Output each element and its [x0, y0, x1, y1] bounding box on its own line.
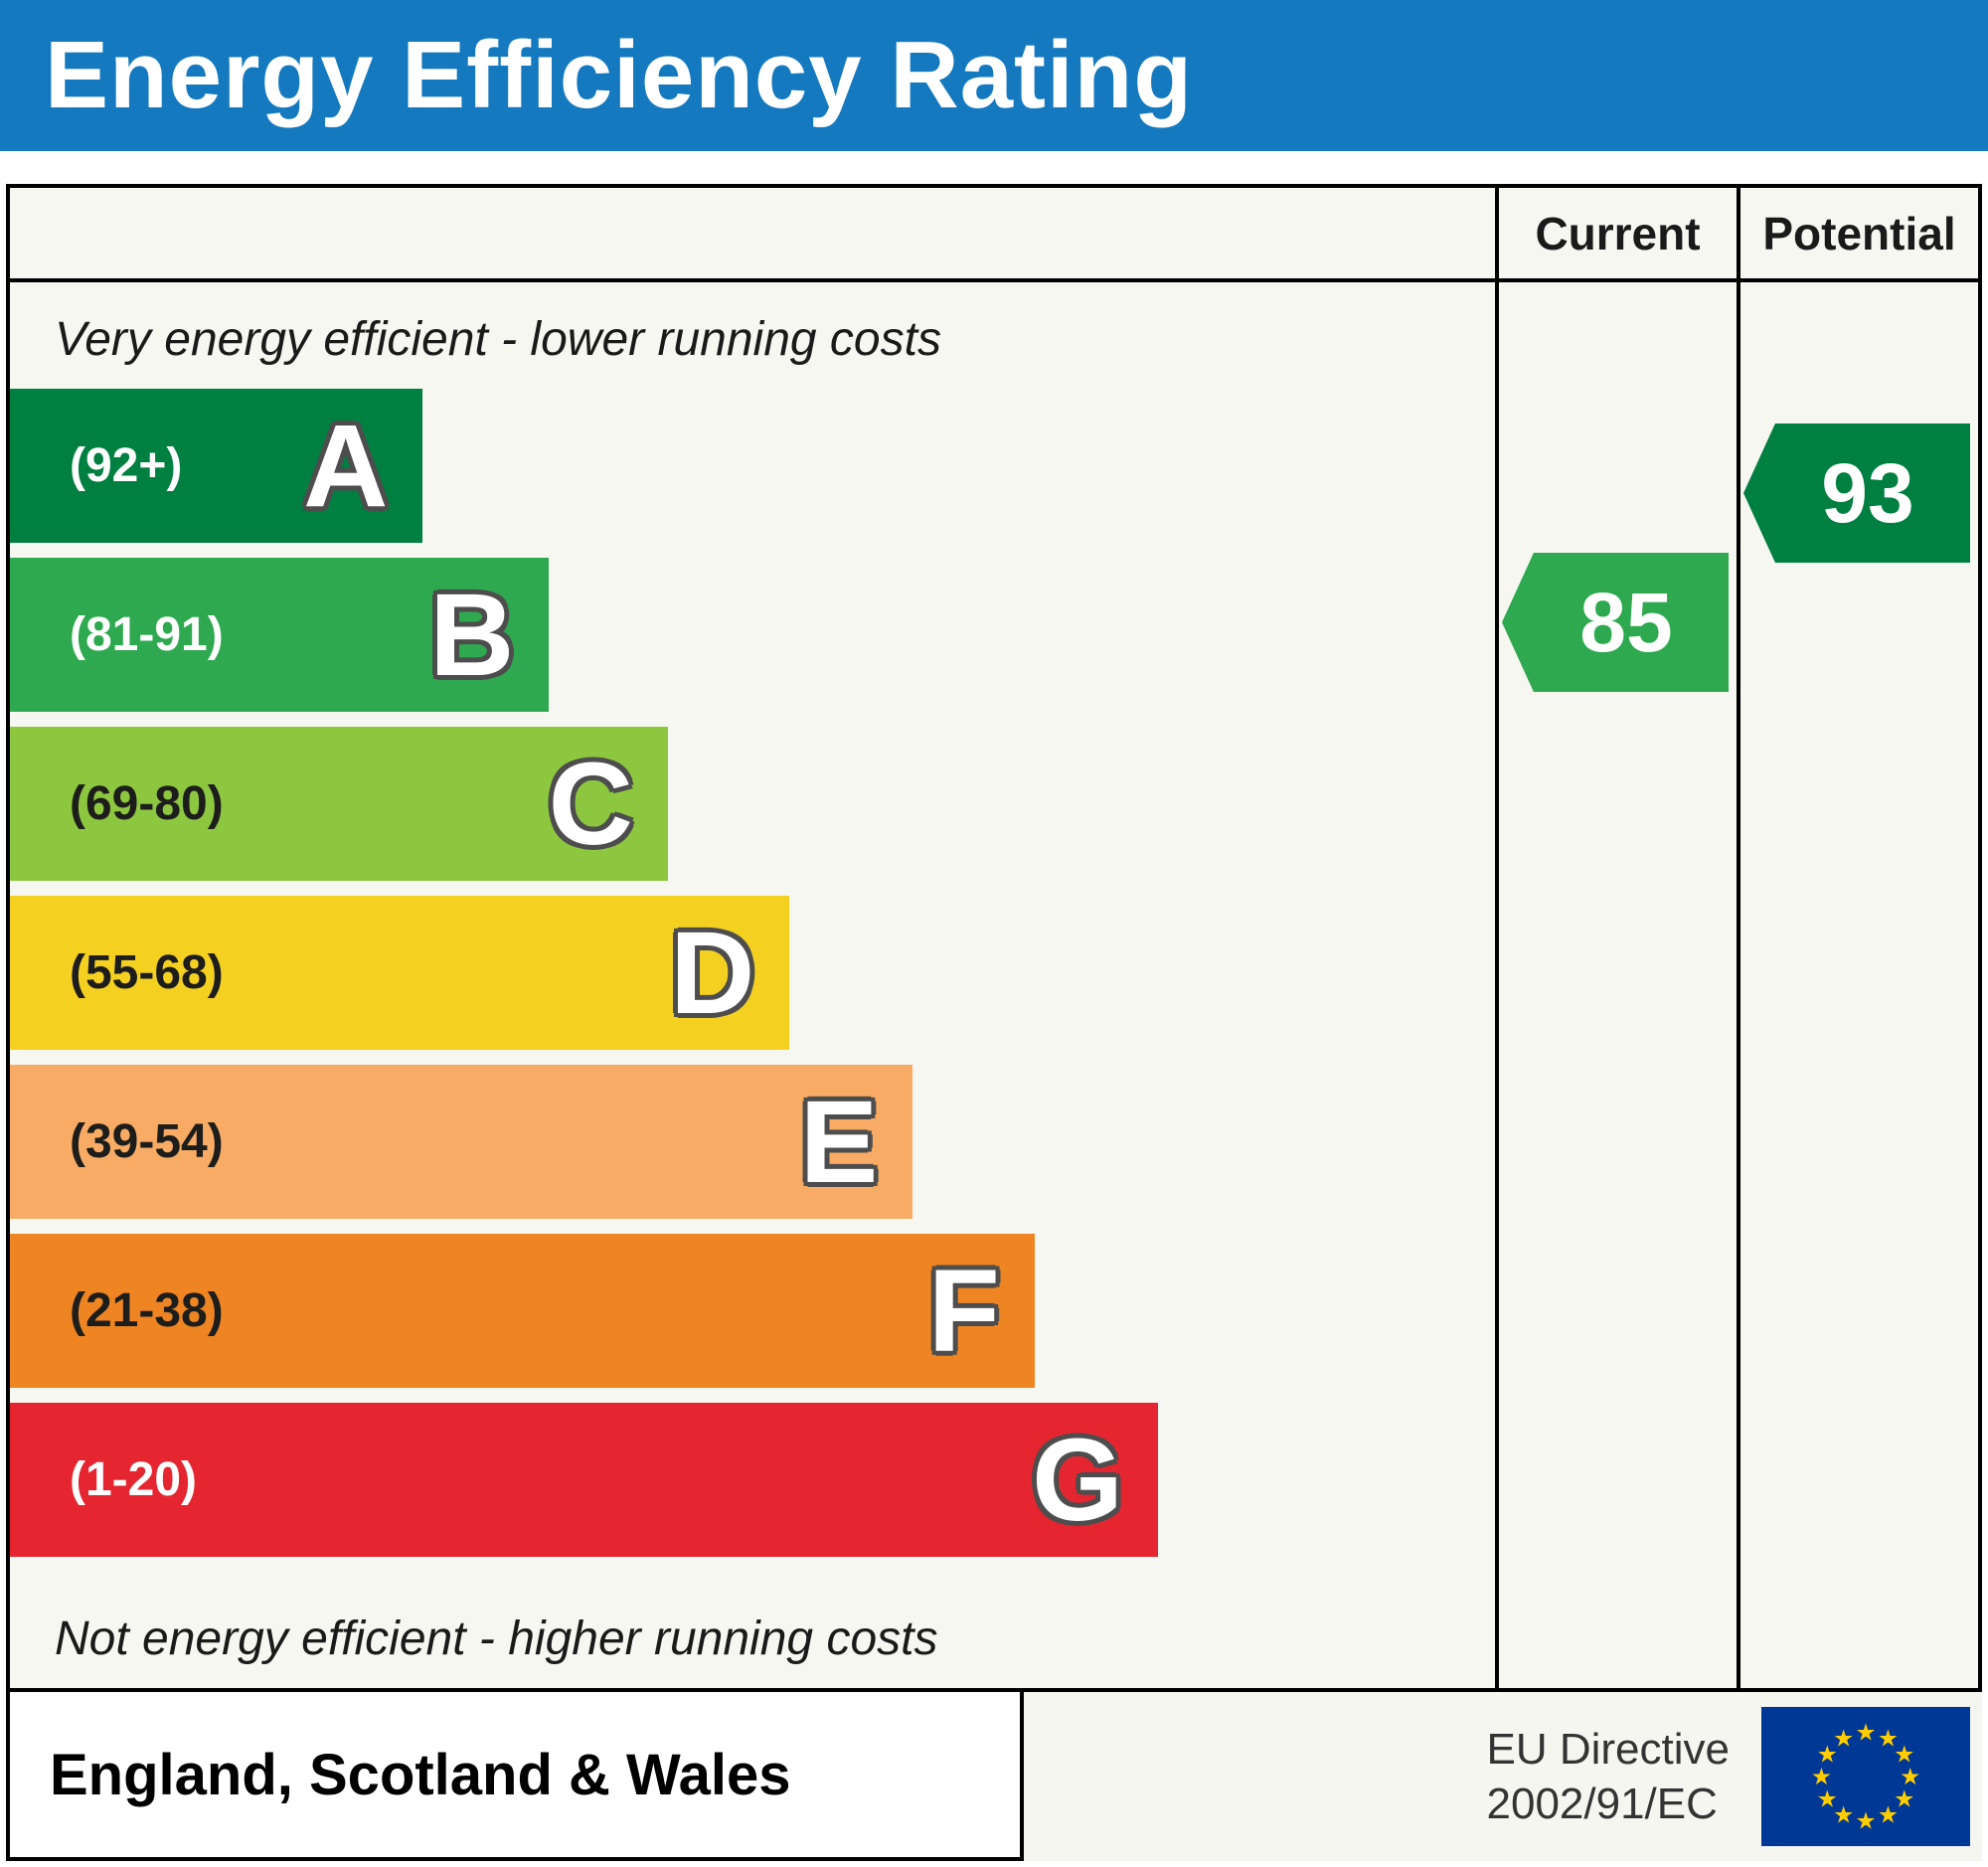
- band-c-letter: C: [548, 738, 633, 870]
- band-b-range-label: (81-91): [70, 608, 224, 661]
- band-g-letter: G: [1032, 1414, 1123, 1546]
- band-d-range-label: (55-68): [70, 946, 224, 999]
- rating-table: Current Potential Very energy efficient …: [6, 184, 1982, 1692]
- current-rating-arrow: 85: [1502, 553, 1729, 692]
- footer: England, Scotland & Wales EU Directive 2…: [6, 1692, 1982, 1861]
- top-note: Very energy efficient - lower running co…: [55, 313, 941, 366]
- band-c-range-label: (69-80): [70, 777, 224, 830]
- svg-text:★: ★: [1856, 1719, 1877, 1745]
- column-header-current: Current: [1495, 188, 1737, 278]
- potential-rating-arrow: 93: [1743, 424, 1970, 563]
- band-e: (39-54) E: [10, 1065, 913, 1219]
- band-a-range-label: (92+): [70, 439, 183, 492]
- eu-directive-line2: 2002/91/EC: [1486, 1780, 1718, 1828]
- svg-text:★: ★: [1833, 1725, 1854, 1751]
- rating-bands: (92+) A (81-91) B (69-80) C (55-68) D: [10, 389, 1495, 1572]
- svg-text:★: ★: [1894, 1742, 1914, 1768]
- svg-text:★: ★: [1900, 1764, 1920, 1789]
- svg-text:★: ★: [1833, 1802, 1854, 1828]
- bottom-note: Not energy efficient - higher running co…: [55, 1612, 938, 1665]
- band-e-range-label: (39-54): [70, 1115, 224, 1168]
- band-a-letter: A: [303, 400, 389, 532]
- region-label: England, Scotland & Wales: [50, 1742, 791, 1807]
- eu-flag-icon: ★ ★★★★★★★★★★★: [1761, 1707, 1970, 1846]
- band-b-letter: B: [429, 569, 515, 701]
- eu-directive-line1: EU Directive: [1486, 1725, 1731, 1774]
- band-e-letter: E: [799, 1076, 879, 1208]
- svg-text:★: ★: [1878, 1725, 1899, 1751]
- potential-column: 93: [1737, 282, 1978, 1688]
- svg-text:★: ★: [1878, 1802, 1899, 1828]
- svg-text:★: ★: [1856, 1808, 1877, 1834]
- band-g-range-label: (1-20): [70, 1453, 198, 1506]
- svg-text:★: ★: [1817, 1785, 1838, 1811]
- band-b: (81-91) B: [10, 558, 550, 712]
- band-d: (55-68) D: [10, 896, 790, 1050]
- band-d-letter: D: [670, 907, 755, 1039]
- title-bar: Energy Efficiency Rating: [0, 0, 1988, 151]
- band-f-letter: F: [927, 1245, 1000, 1377]
- band-a: (92+) A: [10, 389, 423, 543]
- band-f-range-label: (21-38): [70, 1284, 224, 1337]
- svg-text:★: ★: [1811, 1764, 1832, 1789]
- band-c: (69-80) C: [10, 727, 668, 881]
- column-header-potential: Potential: [1737, 188, 1978, 278]
- band-g: (1-20) G: [10, 1403, 1158, 1557]
- current-column: 85: [1495, 282, 1737, 1688]
- band-f: (21-38) F: [10, 1234, 1035, 1388]
- footer-right: EU Directive 2002/91/EC ★ ★ ★ ★ ★ ★ ★ ★ ★ ★ ★ ★: [1024, 1692, 1982, 1861]
- eu-directive-label: EU Directive 2002/91/EC: [1487, 1722, 1731, 1831]
- page-title: Energy Efficiency Rating: [45, 22, 1193, 128]
- chart-area: Very energy efficient - lower running co…: [10, 282, 1495, 1688]
- header-spacer: [10, 188, 1495, 278]
- svg-text:★: ★: [1894, 1785, 1914, 1811]
- current-rating-value: 85: [1579, 575, 1673, 669]
- potential-rating-value: 93: [1821, 445, 1914, 540]
- region-box: England, Scotland & Wales: [6, 1692, 1024, 1861]
- svg-text:★: ★: [1817, 1742, 1838, 1768]
- table-body: Very energy efficient - lower running co…: [10, 282, 1978, 1688]
- table-header: Current Potential: [10, 188, 1978, 282]
